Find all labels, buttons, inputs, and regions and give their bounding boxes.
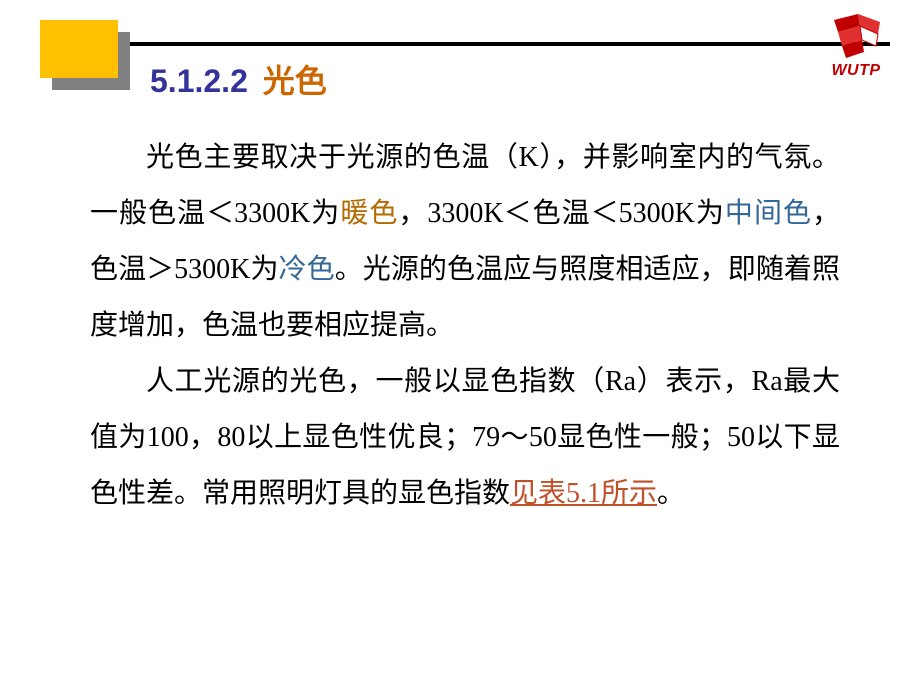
heading-bullet <box>40 20 130 90</box>
logo-text: WUTP <box>817 62 895 80</box>
section-heading: 5.1.2.2 光色 <box>150 56 327 102</box>
p2-text-1: 人工光源的光色，一般以显色指数（Ra）表示，Ra最大值为100，80以上显色性优… <box>90 366 840 509</box>
paragraph-2: 人工光源的光色，一般以显色指数（Ra）表示，Ra最大值为100，80以上显色性优… <box>90 354 840 522</box>
bullet-square <box>40 20 118 78</box>
wutp-logo: WUTP <box>817 12 895 80</box>
keyword-cold: 冷色 <box>279 254 335 285</box>
heading-number: 5.1.2.2 <box>150 63 248 99</box>
keyword-warm: 暖色 <box>340 198 398 229</box>
horizontal-rule <box>40 42 890 46</box>
body-content: 光色主要取决于光源的色温（K），并影响室内的气氛。一般色温＜3300K为暖色，3… <box>90 130 840 522</box>
p2-text-2: 。 <box>657 478 685 509</box>
paragraph-1: 光色主要取决于光源的色温（K），并影响室内的气氛。一般色温＜3300K为暖色，3… <box>90 130 840 354</box>
table-reference-link[interactable]: 见表5.1所示 <box>510 478 657 509</box>
heading-title: 光色 <box>263 63 327 99</box>
keyword-intermediate: 中间色 <box>725 198 812 229</box>
p1-text-2: ，3300K＜色温＜5300K为 <box>398 198 725 229</box>
logo-icon <box>828 12 884 60</box>
